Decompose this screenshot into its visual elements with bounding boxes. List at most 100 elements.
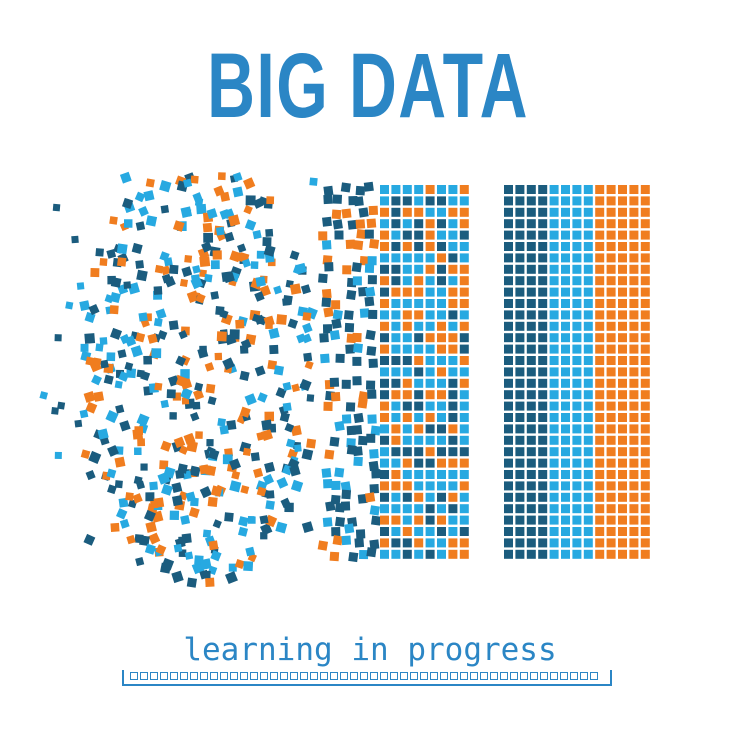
scatter-square	[210, 550, 222, 562]
grid-square	[572, 401, 582, 411]
grid-square	[583, 413, 593, 422]
progress-cell	[190, 672, 198, 680]
grid-square	[618, 333, 627, 343]
grid-square	[425, 264, 435, 274]
grid-square	[572, 458, 582, 468]
grid-square	[380, 458, 389, 468]
grid-square	[583, 196, 593, 206]
scatter-square	[224, 231, 235, 243]
grid-square	[606, 378, 616, 388]
grid-square	[549, 447, 559, 457]
grid-square	[391, 287, 401, 297]
grid-square	[629, 333, 639, 343]
scatter-square	[320, 353, 330, 364]
scatter-square	[159, 180, 172, 193]
grid-square	[459, 527, 469, 536]
grid-square	[448, 527, 458, 536]
scatter-square	[250, 452, 260, 462]
scatter-square	[364, 286, 376, 298]
grid-square	[629, 458, 639, 468]
scatter-square	[169, 264, 179, 275]
grid-square	[414, 333, 424, 343]
scatter-square	[268, 327, 280, 340]
scatter-square	[287, 318, 299, 329]
grid-square	[572, 321, 582, 331]
scatter-square	[155, 308, 167, 320]
scatter-square	[199, 345, 207, 354]
scatter-square	[103, 374, 114, 385]
scatter-square	[166, 389, 176, 399]
progress-cell	[160, 672, 168, 680]
grid-square	[595, 447, 605, 457]
grid-square	[640, 196, 650, 206]
grid-square	[380, 356, 389, 365]
progress-cell	[330, 672, 338, 680]
scatter-square	[242, 447, 252, 456]
grid-square	[437, 390, 446, 400]
grid-square	[640, 333, 650, 343]
grid-square	[561, 447, 570, 457]
grid-square	[425, 481, 435, 491]
scatter-square	[119, 171, 132, 184]
scatter-square	[79, 409, 89, 419]
scatter-square	[212, 250, 222, 260]
grid-square	[618, 219, 627, 229]
scatter-square	[154, 382, 163, 391]
grid-square	[640, 367, 650, 377]
scatter-square	[139, 535, 150, 546]
scatter-square	[106, 352, 116, 362]
grid-square	[459, 253, 469, 263]
grid-square	[425, 538, 435, 548]
grid-square	[425, 310, 435, 320]
scatter-square	[76, 282, 85, 290]
scatter-square	[239, 406, 251, 418]
grid-square	[629, 378, 639, 388]
scatter-square	[210, 485, 223, 497]
scatter-square	[265, 500, 275, 510]
scatter-square	[173, 436, 186, 449]
grid-square	[391, 185, 401, 194]
scatter-square	[143, 190, 155, 202]
grid-square	[640, 424, 650, 434]
grid-square	[437, 356, 446, 365]
grid-square	[606, 242, 616, 251]
grid-square	[414, 515, 424, 525]
grid-square	[515, 185, 525, 194]
grid-square	[459, 344, 469, 354]
grid-square	[526, 185, 536, 194]
grid-square	[618, 230, 627, 240]
grid-square	[402, 299, 412, 308]
progress-cell	[500, 672, 508, 680]
grid-square	[606, 390, 616, 400]
scatter-square	[359, 308, 370, 318]
grid-square	[402, 424, 412, 434]
grid-square	[425, 207, 435, 217]
scatter-square	[352, 356, 362, 366]
grid-square	[572, 367, 582, 377]
grid-square	[640, 378, 650, 388]
grid-square	[549, 470, 559, 479]
grid-square	[572, 447, 582, 457]
grid-square	[640, 447, 650, 457]
grid-square	[549, 207, 559, 217]
grid-square	[640, 219, 650, 229]
scatter-square	[318, 273, 328, 284]
scatter-square	[345, 402, 356, 412]
grid-square	[504, 310, 513, 320]
grid-square	[538, 230, 548, 240]
progress-cell	[400, 672, 408, 680]
grid-square	[515, 276, 525, 286]
grid-square	[425, 356, 435, 365]
grid-square	[561, 424, 570, 434]
grid-square	[583, 527, 593, 536]
scatter-square	[177, 463, 188, 474]
grid-square	[515, 401, 525, 411]
scatter-square	[341, 208, 352, 219]
grid-square	[595, 515, 605, 525]
grid-square	[402, 344, 412, 354]
scatter-square	[232, 186, 244, 198]
grid-square	[380, 390, 389, 400]
scatter-square	[224, 571, 238, 585]
grid-square	[380, 424, 389, 434]
scatter-square	[116, 243, 128, 255]
